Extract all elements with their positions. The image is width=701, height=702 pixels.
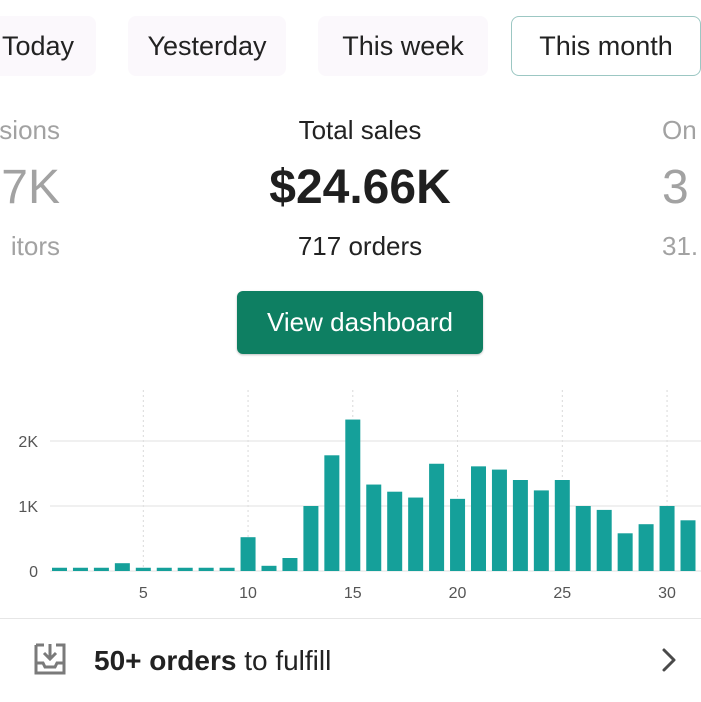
- y-tick-label: 1K: [18, 499, 38, 516]
- bar-day-20: [450, 498, 466, 571]
- bar-day-11: [261, 565, 277, 571]
- bar-day-3: [93, 567, 109, 571]
- stat-sessions-label: sions: [0, 115, 60, 145]
- stat-sessions-sub: itors: [10, 231, 60, 261]
- x-tick-label: 5: [139, 585, 148, 602]
- bar-day-18: [408, 497, 424, 571]
- x-tick-label: 20: [449, 585, 467, 602]
- tab-today[interactable]: Today: [0, 16, 96, 76]
- inbox-download-icon: [34, 643, 66, 675]
- stat-sessions-value: 7K: [1, 161, 60, 214]
- bar-day-2: [72, 567, 88, 571]
- y-tick-label: 0: [29, 564, 38, 581]
- bar-day-8: [198, 567, 214, 571]
- stat-total-sales[interactable]: Total sales $24.66K 717 orders: [200, 110, 520, 266]
- bar-day-12: [282, 558, 298, 571]
- bar-day-17: [387, 491, 403, 571]
- bar-day-23: [512, 480, 528, 571]
- date-range-tabs: Today Yesterday This week This month: [0, 14, 701, 80]
- bar-day-7: [177, 567, 193, 571]
- chevron-right-icon: [662, 648, 676, 672]
- stat-online-value: 3: [662, 161, 689, 214]
- bar-day-16: [366, 484, 382, 571]
- bar-day-1: [52, 567, 67, 571]
- bar-day-30: [659, 506, 675, 571]
- x-tick-label: 30: [658, 585, 676, 602]
- orders-to-fulfill-suffix: to fulfill: [236, 645, 332, 676]
- tab-this-week[interactable]: This week: [318, 16, 488, 76]
- stats-carousel: sions 7K itors Total sales $24.66K 717 o…: [0, 110, 701, 270]
- stat-online[interactable]: On 3 31.: [662, 110, 701, 266]
- x-tick-label: 25: [553, 585, 571, 602]
- stat-total-sales-value: $24.66K: [269, 161, 451, 214]
- bar-day-14: [324, 455, 340, 571]
- bar-day-5: [135, 567, 151, 571]
- stat-online-label: On: [662, 115, 697, 145]
- bar-day-15: [345, 419, 361, 571]
- bar-day-13: [303, 506, 319, 571]
- bar-day-27: [596, 509, 612, 571]
- view-dashboard-button[interactable]: View dashboard: [237, 291, 483, 354]
- orders-count: 50+ orders: [94, 645, 237, 676]
- bar-day-4: [114, 563, 130, 571]
- x-tick-label: 10: [239, 585, 257, 602]
- sales-bar-chart: 0 1K 2K 5 10 15 20 25 30: [18, 390, 701, 602]
- orders-to-fulfill-row[interactable]: 50+ orders to fulfill: [0, 618, 701, 701]
- orders-to-fulfill-text: 50+ orders to fulfill: [94, 619, 331, 702]
- bar-day-19: [429, 463, 445, 571]
- bar-day-31: [680, 520, 696, 571]
- x-tick-label: 15: [344, 585, 362, 602]
- bar-day-6: [156, 567, 172, 571]
- bar-day-25: [554, 480, 570, 571]
- stat-online-sub: 31.: [662, 231, 699, 261]
- bar-day-22: [491, 469, 507, 571]
- tab-yesterday[interactable]: Yesterday: [128, 16, 286, 76]
- bar-day-28: [617, 533, 633, 571]
- bar-day-10: [240, 537, 256, 571]
- stat-sessions[interactable]: sions 7K itors: [0, 110, 60, 266]
- bar-day-26: [575, 506, 591, 571]
- stat-total-sales-orders: 717 orders: [297, 231, 423, 261]
- y-tick-label: 2K: [18, 434, 38, 451]
- bar-day-21: [471, 466, 486, 571]
- tab-this-month[interactable]: This month: [511, 16, 701, 76]
- bar-day-29: [638, 524, 654, 571]
- stat-total-sales-label: Total sales: [298, 115, 422, 145]
- bar-day-9: [219, 567, 235, 571]
- bar-day-24: [533, 490, 549, 571]
